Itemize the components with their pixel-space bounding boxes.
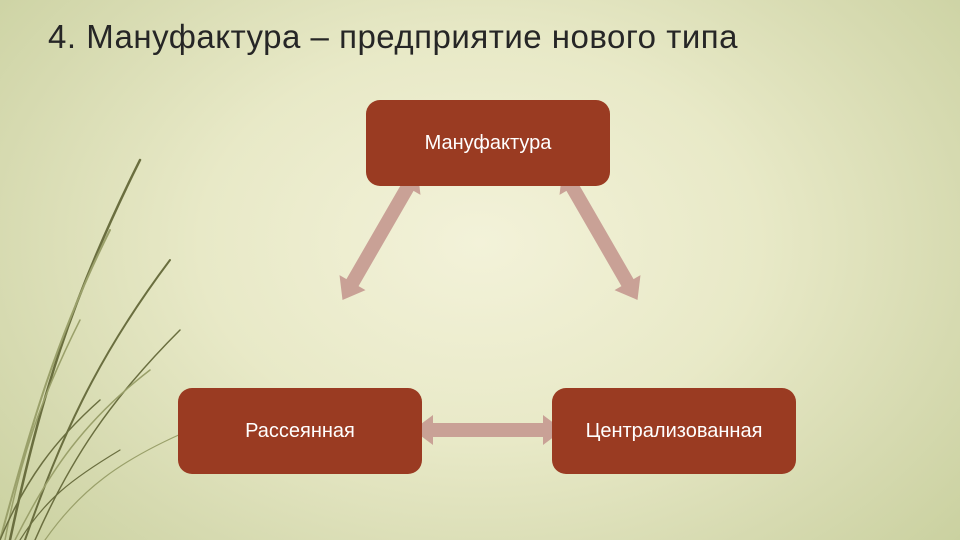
node-top: Мануфактура [366, 100, 610, 186]
node-right-label: Централизованная [586, 420, 763, 443]
node-top-label: Мануфактура [425, 132, 552, 155]
slide-title: 4. Мануфактура – предприятие нового типа [48, 18, 738, 56]
node-right: Централизованная [552, 388, 796, 474]
arrow-bottom [413, 410, 563, 450]
slide: 4. Мануфактура – предприятие нового типа… [0, 0, 960, 540]
node-left-label: Рассеянная [245, 420, 355, 443]
node-left: Рассеянная [178, 388, 422, 474]
